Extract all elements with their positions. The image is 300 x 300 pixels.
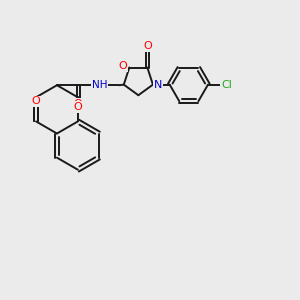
Text: N: N <box>154 80 162 90</box>
Text: NH: NH <box>92 80 107 90</box>
Text: O: O <box>74 102 82 112</box>
Text: O: O <box>143 41 152 51</box>
Text: O: O <box>118 61 127 71</box>
Text: O: O <box>74 99 82 109</box>
Text: Cl: Cl <box>221 80 232 90</box>
Text: O: O <box>32 96 40 106</box>
